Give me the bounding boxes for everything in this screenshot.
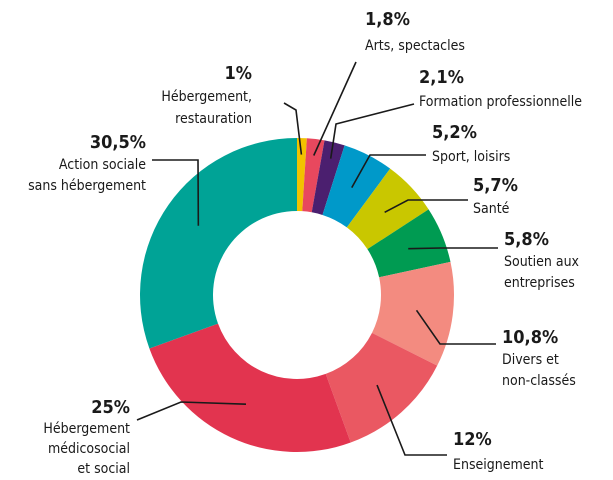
segment-label: et social	[77, 461, 130, 477]
donut-segment	[322, 145, 391, 228]
value-label: 5,7%	[473, 175, 518, 196]
segment-label: restauration	[175, 111, 252, 127]
segment-label: non-classés	[502, 373, 576, 389]
donut-segment	[367, 209, 451, 278]
value-label: 1,8%	[365, 9, 410, 30]
segment-label: Enseignement	[453, 457, 543, 473]
value-label: 2,1%	[419, 67, 464, 88]
value-label: 12%	[453, 429, 492, 450]
leader-line	[313, 61, 357, 156]
donut-segment	[302, 138, 325, 213]
donut-segment	[297, 138, 307, 212]
value-label: 10,8%	[502, 327, 558, 348]
leader-line	[136, 401, 247, 421]
value-label: 25%	[91, 397, 130, 418]
segment-label: Arts, spectacles	[365, 38, 465, 54]
donut-segment	[346, 168, 429, 250]
leader-line	[408, 247, 498, 250]
value-label: 1%	[225, 63, 253, 84]
segment-label: Soutien aux	[504, 254, 580, 270]
segment-label: Divers et	[502, 352, 559, 368]
segment-label: Action sociale	[59, 157, 146, 173]
donut-segment	[311, 140, 345, 215]
leader-line	[152, 159, 200, 226]
value-label: 30,5%	[90, 132, 146, 153]
segment-label: Sport, loisirs	[432, 149, 510, 165]
segment-label: Hébergement,	[161, 89, 252, 105]
leader-line	[329, 103, 415, 159]
leader-line	[283, 102, 303, 155]
segment-label: Formation professionnelle	[419, 94, 582, 110]
donut-segment	[139, 138, 297, 349]
segment-label: Santé	[473, 201, 510, 217]
segment-label: entreprises	[504, 275, 575, 291]
value-label: 5,8%	[504, 229, 549, 250]
segment-label: Hébergement	[43, 421, 130, 437]
donut-segment	[372, 261, 454, 366]
donut-segment	[325, 332, 438, 443]
leader-line	[351, 154, 426, 189]
segment-label: médicosocial	[48, 441, 130, 457]
segment-label: sans hébergement	[28, 178, 146, 194]
leader-line	[384, 199, 468, 214]
donut-segment	[149, 323, 351, 453]
leader-line	[376, 384, 447, 456]
value-label: 5,2%	[432, 122, 477, 143]
leader-line	[415, 309, 496, 345]
